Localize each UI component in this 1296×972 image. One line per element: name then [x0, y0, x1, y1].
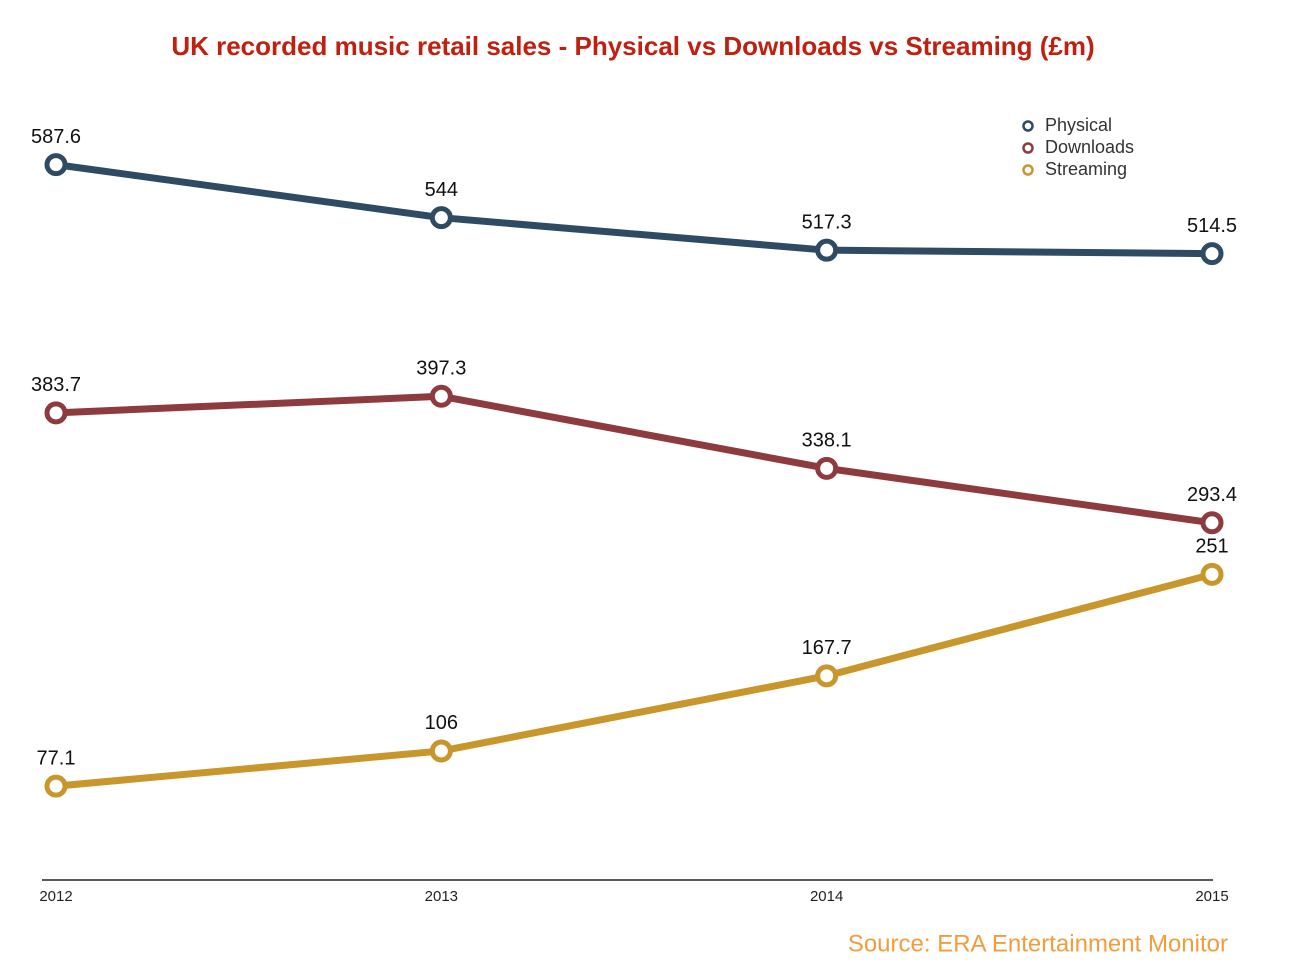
x-tick-label: 2015 — [1195, 888, 1228, 905]
point-marker — [429, 206, 453, 230]
chart-title: UK recorded music retail sales - Physica… — [171, 31, 1094, 61]
point-marker — [1200, 242, 1224, 266]
point-marker — [429, 384, 453, 408]
x-tick-label: 2013 — [425, 888, 458, 905]
legend-marker — [1022, 142, 1034, 154]
source-note: Source: ERA Entertainment Monitor — [848, 930, 1228, 957]
data-label: 397.3 — [416, 358, 466, 380]
point-marker — [815, 456, 839, 480]
point-marker — [1200, 511, 1224, 535]
data-label: 587.6 — [31, 126, 81, 148]
legend-marker — [1022, 164, 1034, 176]
point-marker — [1200, 562, 1224, 586]
data-label: 544 — [425, 179, 458, 201]
data-label: 77.1 — [37, 747, 76, 769]
data-label: 106 — [425, 712, 458, 734]
data-label: 167.7 — [802, 637, 852, 659]
point-marker — [44, 774, 68, 798]
series-line — [55, 571, 1213, 790]
data-label: 338.1 — [802, 430, 852, 452]
point-marker — [815, 238, 839, 262]
point-marker — [815, 664, 839, 688]
point-marker — [44, 153, 68, 177]
point-marker — [44, 401, 68, 425]
data-label: 293.4 — [1187, 484, 1237, 506]
series-line — [55, 161, 1213, 258]
data-label: 251 — [1195, 536, 1228, 558]
point-marker — [429, 739, 453, 763]
data-label: 517.3 — [802, 211, 852, 233]
data-label: 383.7 — [31, 374, 81, 396]
series-line — [55, 392, 1213, 527]
data-label: 514.5 — [1187, 215, 1237, 237]
x-tick-label: 2014 — [810, 888, 843, 905]
legend-marker — [1022, 120, 1034, 132]
legend-label: Physical — [1045, 115, 1112, 135]
legend-label: Downloads — [1045, 137, 1134, 157]
legend-label: Streaming — [1045, 159, 1127, 179]
x-tick-label: 2012 — [39, 888, 72, 905]
